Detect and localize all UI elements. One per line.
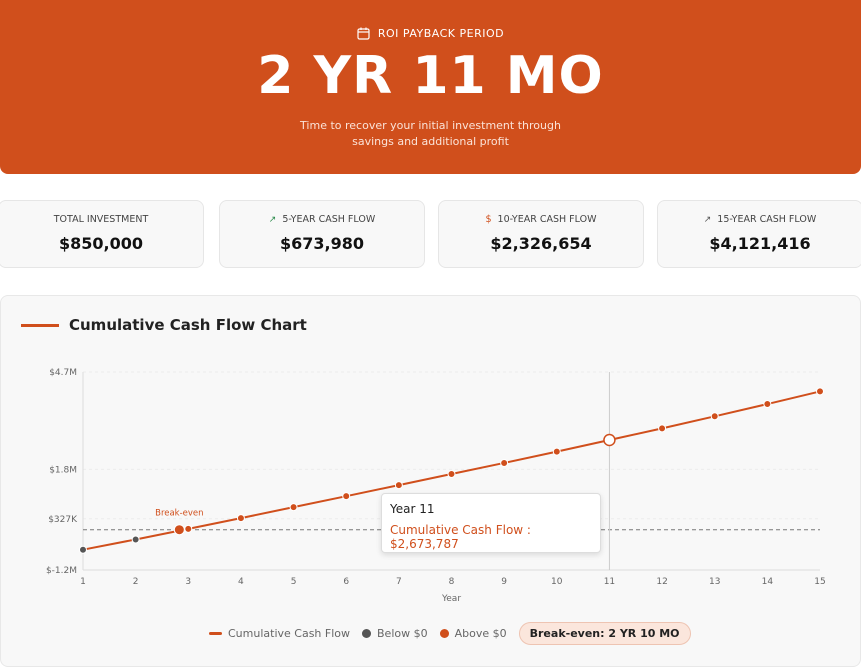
card-value: $4,121,416 bbox=[709, 234, 811, 253]
data-point bbox=[342, 492, 351, 501]
data-point bbox=[394, 481, 403, 490]
data-point bbox=[816, 387, 824, 396]
data-point bbox=[289, 503, 298, 512]
payback-value: 2 YR 11 MO bbox=[257, 46, 604, 106]
x-tick-label: 11 bbox=[604, 577, 615, 587]
tooltip-value: Cumulative Cash Flow : $2,673,787 bbox=[390, 523, 531, 551]
roi-hero: ROI PAYBACK PERIOD 2 YR 11 MO Time to re… bbox=[0, 0, 861, 174]
y-tick-label: $327K bbox=[48, 515, 78, 525]
break-even-badge: Break-even: 2 YR 10 MO bbox=[518, 622, 691, 645]
break-even-marker bbox=[173, 524, 185, 536]
dot-icon bbox=[439, 629, 449, 638]
chart-title: Cumulative Cash Flow Chart bbox=[21, 316, 307, 334]
card-10-year: $10-YEAR CASH FLOW $2,326,654 bbox=[438, 200, 644, 268]
card-title: 10-YEAR CASH FLOW bbox=[497, 214, 597, 225]
x-axis-label: Year bbox=[441, 594, 461, 604]
card-title: TOTAL INVESTMENT bbox=[53, 214, 149, 225]
data-point bbox=[763, 400, 772, 409]
title-line-icon bbox=[21, 323, 59, 327]
x-tick-label: 15 bbox=[814, 577, 825, 587]
trending-up-icon: ↗ bbox=[268, 214, 277, 225]
hero-label: ROI PAYBACK PERIOD bbox=[0, 27, 861, 40]
data-point bbox=[658, 424, 667, 433]
subtitle-line: Time to recover your initial investment … bbox=[300, 119, 561, 132]
data-point bbox=[603, 433, 616, 447]
card-value: $850,000 bbox=[58, 234, 143, 253]
card-title: 15-YEAR CASH FLOW bbox=[717, 214, 817, 225]
card-title: 5-YEAR CASH FLOW bbox=[282, 214, 376, 225]
y-tick-label: $-1.2M bbox=[46, 566, 77, 576]
chart-panel: Cumulative Cash Flow Chart $-1.2M $327K $1… bbox=[0, 295, 861, 667]
x-tick-label: 3 bbox=[185, 577, 191, 587]
card-value: $2,326,654 bbox=[490, 234, 592, 253]
summary-cards: TOTAL INVESTMENT $850,000 ↗ 5-YEAR CASH FL… bbox=[0, 200, 861, 268]
y-tick-label: $1.8M bbox=[49, 465, 77, 475]
cash-flow-chart[interactable]: $-1.2M$327K$1.8M$4.7M1 2 3 4 5 6 7 8 9 10 11 12 13 14… bbox=[1, 296, 861, 668]
legend-label: Above $0 bbox=[454, 627, 507, 640]
data-point bbox=[79, 545, 87, 554]
hero-subtitle: Time to recover your initial investment … bbox=[0, 118, 861, 150]
x-tick-label: 14 bbox=[762, 577, 774, 587]
hero-label-text: ROI PAYBACK PERIOD bbox=[377, 27, 505, 40]
data-point bbox=[552, 447, 561, 456]
data-point bbox=[500, 458, 509, 467]
calendar-icon bbox=[357, 27, 370, 40]
y-tick-label: $4.7M bbox=[49, 368, 77, 378]
x-tick-label: 1 bbox=[80, 577, 86, 587]
x-tick-label: 2 bbox=[133, 577, 139, 587]
x-tick-label: 5 bbox=[291, 577, 297, 587]
x-tick-label: 13 bbox=[709, 577, 720, 587]
x-tick-label: 12 bbox=[656, 577, 667, 587]
chart-tooltip: Year 11 Cumulative Cash Flow : $2,673,787 bbox=[381, 493, 601, 553]
legend-line[interactable]: Cumulative Cash Flow bbox=[209, 627, 350, 640]
data-point bbox=[236, 514, 245, 523]
x-tick-label: 6 bbox=[343, 577, 349, 587]
data-point bbox=[131, 535, 140, 544]
card-value: $673,980 bbox=[279, 234, 364, 253]
data-point bbox=[710, 412, 719, 421]
x-tick-label: 7 bbox=[396, 577, 402, 587]
legend-label: Cumulative Cash Flow bbox=[228, 627, 351, 640]
data-point bbox=[184, 524, 193, 533]
card-15-year: ↗ 15-YEAR CASH FLOW $4,121,416 bbox=[657, 200, 861, 268]
legend-below[interactable]: Below $0 bbox=[362, 627, 428, 640]
x-tick-label: 4 bbox=[238, 577, 244, 587]
chart-legend: Cumulative Cash Flow Below $0 Above $0 B… bbox=[209, 622, 691, 645]
legend-label: Below $0 bbox=[377, 627, 428, 640]
trending-up-icon: ↗ bbox=[703, 214, 712, 225]
x-tick-label: 8 bbox=[449, 577, 455, 587]
data-point bbox=[447, 470, 456, 479]
subtitle-line: savings and additional profit bbox=[352, 135, 509, 148]
x-tick-label: 10 bbox=[551, 577, 563, 587]
card-total-investment: TOTAL INVESTMENT $850,000 bbox=[0, 200, 204, 268]
card-5-year: ↗ 5-YEAR CASH FLOW $673,980 bbox=[219, 200, 425, 268]
break-even-label: Break-even bbox=[155, 509, 203, 519]
x-tick-label: 9 bbox=[501, 577, 507, 587]
legend-above[interactable]: Above $0 bbox=[439, 627, 507, 640]
line-swatch-icon bbox=[209, 632, 222, 635]
tooltip-title: Year 11 bbox=[390, 502, 435, 516]
dot-icon bbox=[362, 629, 372, 638]
dollar-icon: $ bbox=[485, 214, 492, 225]
chart-title-text: Cumulative Cash Flow Chart bbox=[69, 316, 307, 334]
